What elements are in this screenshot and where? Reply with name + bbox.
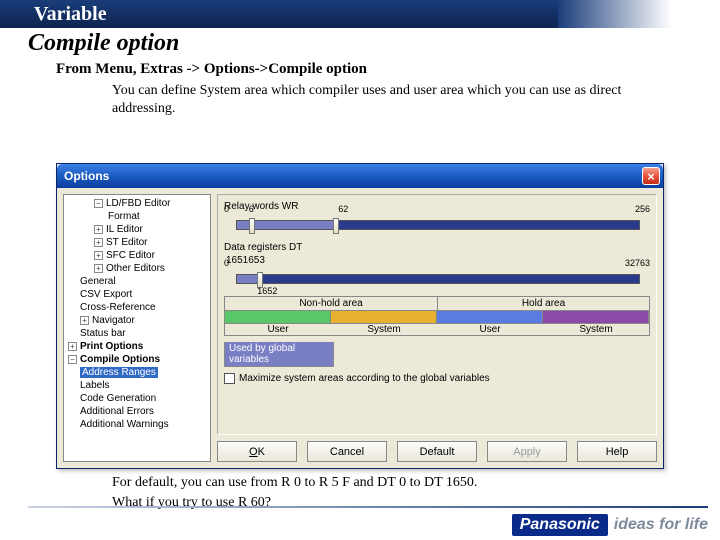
tree-nav[interactable]: +Navigator: [64, 314, 210, 327]
brand-tagline: ideas for life: [614, 516, 708, 534]
titlebar[interactable]: Options ×: [57, 164, 663, 188]
tree-address-ranges[interactable]: Address Ranges: [64, 366, 210, 379]
tree-general[interactable]: General: [64, 275, 210, 288]
footer-line-1: For default, you can use from R 0 to R 5…: [0, 472, 720, 492]
tree-print[interactable]: +Print Options: [64, 340, 210, 353]
tree-st[interactable]: +ST Editor: [64, 236, 210, 249]
apply-button[interactable]: Apply: [487, 441, 567, 462]
divider: [28, 506, 708, 508]
default-button[interactable]: Default: [397, 441, 477, 462]
slider-thumb[interactable]: [249, 218, 255, 234]
tree-ld-fbd[interactable]: −LD/FBD Editor: [64, 197, 210, 210]
options-dialog: Options × −LD/FBD Editor Format +IL Edit…: [56, 163, 664, 469]
banner-title: Variable: [28, 0, 558, 28]
dt-slider[interactable]: 0 1652 32763: [224, 268, 650, 290]
tree-sfc[interactable]: +SFC Editor: [64, 249, 210, 262]
tree-labels[interactable]: Labels: [64, 379, 210, 392]
tree-compile[interactable]: −Compile Options: [64, 353, 210, 366]
cancel-button[interactable]: Cancel: [307, 441, 387, 462]
ok-button[interactable]: OK: [217, 441, 297, 462]
legend: Non-hold area Hold area User System User…: [224, 296, 650, 367]
brand-logo: Panasonic: [512, 514, 608, 536]
slider-thumb[interactable]: [333, 218, 339, 234]
relay-slider[interactable]: 0 6 62 256: [224, 214, 650, 236]
dt-sub: 1651653: [226, 255, 650, 266]
tree-xref[interactable]: Cross-Reference: [64, 301, 210, 314]
help-button[interactable]: Help: [577, 441, 657, 462]
page-heading: Compile option: [0, 28, 720, 57]
tree-adderr[interactable]: Additional Errors: [64, 405, 210, 418]
tree-status[interactable]: Status bar: [64, 327, 210, 340]
relay-label: Relay words WR: [224, 201, 650, 212]
checkbox-icon[interactable]: [224, 373, 235, 384]
tree-format[interactable]: Format: [64, 210, 210, 223]
dt-label: Data registers DT: [224, 242, 650, 253]
legend-used: Used by global variables: [224, 342, 334, 367]
tree-csv[interactable]: CSV Export: [64, 288, 210, 301]
maximize-checkbox[interactable]: Maximize system areas according to the g…: [224, 373, 650, 384]
footer-line-2: What if you try to use R 60?: [0, 492, 720, 512]
address-ranges-panel: Relay words WR 0 6 62 256 Data registers…: [217, 194, 657, 435]
tree-addwarn[interactable]: Additional Warnings: [64, 418, 210, 431]
tree-il[interactable]: +IL Editor: [64, 223, 210, 236]
close-icon[interactable]: ×: [642, 167, 660, 185]
window-title: Options: [64, 169, 109, 183]
page-subheading: From Menu, Extras -> Options->Compile op…: [0, 57, 720, 78]
tree-view[interactable]: −LD/FBD Editor Format +IL Editor +ST Edi…: [63, 194, 211, 462]
tree-other[interactable]: +Other Editors: [64, 262, 210, 275]
tree-codegen[interactable]: Code Generation: [64, 392, 210, 405]
page-description: You can define System area which compile…: [0, 78, 720, 120]
